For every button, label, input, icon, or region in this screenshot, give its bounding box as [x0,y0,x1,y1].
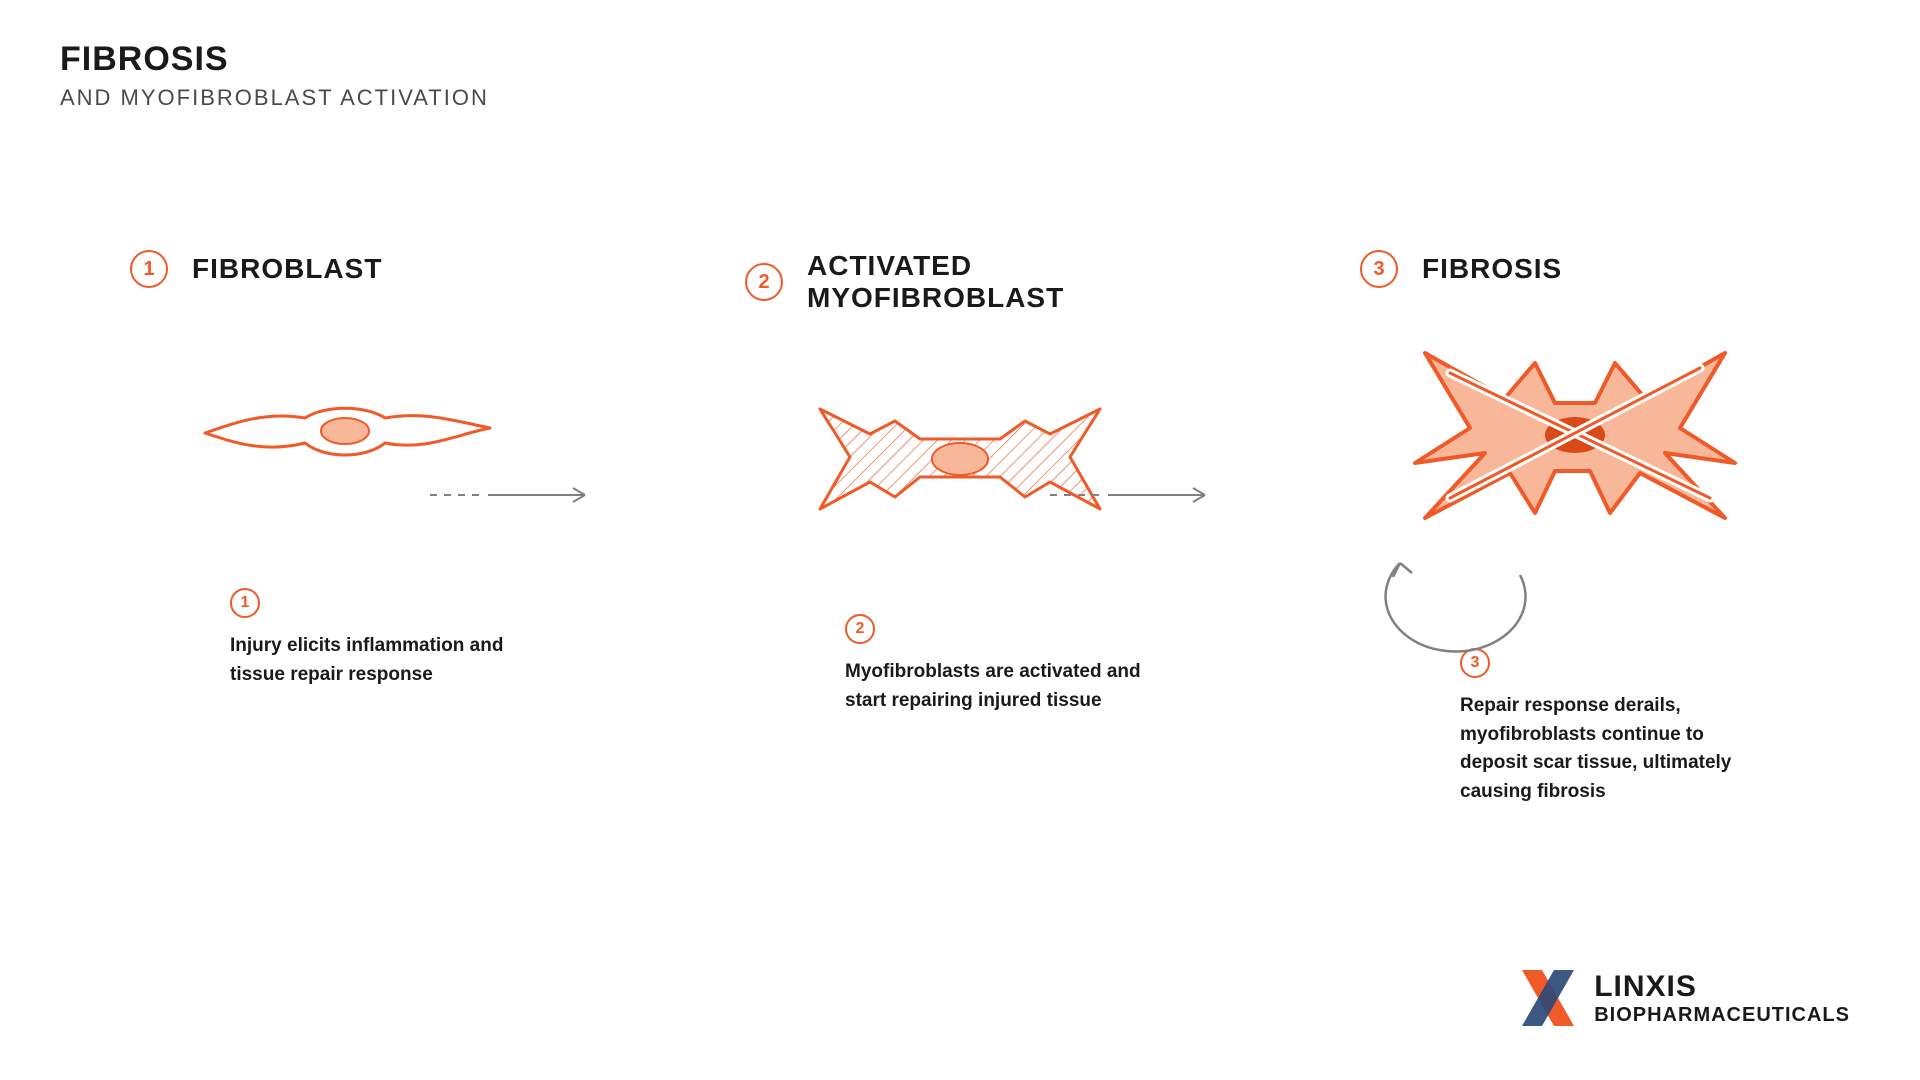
stage-head: 1 FIBROBLAST [130,250,560,288]
desc-number-badge: 1 [230,588,260,618]
stage-description-block: 3 Repair response derails, myofibroblast… [1360,648,1790,806]
stage-fibroblast: 1 FIBROBLAST 1 Injury elicits inflammati… [130,250,560,806]
fibrosis-icon [1395,323,1755,543]
stage-description: Repair response derails, myofibroblasts … [1460,692,1760,806]
page: FIBROSIS AND MYOFIBROBLAST ACTIVATION 1 … [0,0,1920,1080]
stage-number-badge: 3 [1360,250,1398,288]
company-logo: LINXIS BIOPHARMACEUTICALS [1516,966,1850,1030]
stage-title: FIBROBLAST [192,253,382,285]
stage-number: 1 [143,258,154,281]
stage-title: ACTIVATED MYOFIBROBLAST [807,250,1175,314]
page-subtitle: AND MYOFIBROBLAST ACTIVATION [60,85,489,111]
desc-number: 1 [241,594,250,612]
desc-number: 2 [856,620,865,638]
stage-description-block: 2 Myofibroblasts are activated and start… [745,614,1175,715]
stage-head: 3 FIBROSIS [1360,250,1790,288]
page-title: FIBROSIS [60,40,489,79]
arrow-2-to-3-icon [1050,480,1220,510]
logo-line2: BIOPHARMACEUTICALS [1594,1004,1850,1027]
logo-line1: LINXIS [1594,970,1850,1004]
stage-number: 3 [1373,258,1384,281]
myofibroblast-icon [800,379,1120,539]
fibroblast-icon [195,373,495,493]
stage-activated-myofibroblast: 2 ACTIVATED MYOFIBROBLAST 2 Myofibroblas… [745,250,1175,806]
stages-row: 1 FIBROBLAST 1 Injury elicits inflammati… [130,250,1790,806]
logo-text: LINXIS BIOPHARMACEUTICALS [1594,970,1850,1027]
stage-fibrosis: 3 FIBROSIS 3 Repair response derails, my… [1360,250,1790,806]
stage-description-block: 1 Injury elicits inflammation and tissue… [130,588,560,689]
stage-head: 2 ACTIVATED MYOFIBROBLAST [745,250,1175,314]
loop-arrow-icon [1360,545,1560,665]
desc-number-badge: 2 [845,614,875,644]
arrow-1-to-2-icon [430,480,600,510]
logo-mark-icon [1516,966,1580,1030]
stage-number: 2 [758,271,769,294]
stage-title: FIBROSIS [1422,253,1562,285]
fibrosis-illustration [1360,328,1790,538]
stage-number-badge: 2 [745,263,783,301]
page-header: FIBROSIS AND MYOFIBROBLAST ACTIVATION [60,40,489,111]
stage-description: Myofibroblasts are activated and start r… [845,658,1145,715]
stage-description: Injury elicits inflammation and tissue r… [230,632,530,689]
stage-number-badge: 1 [130,250,168,288]
myofibroblast-illustration [745,354,1175,564]
